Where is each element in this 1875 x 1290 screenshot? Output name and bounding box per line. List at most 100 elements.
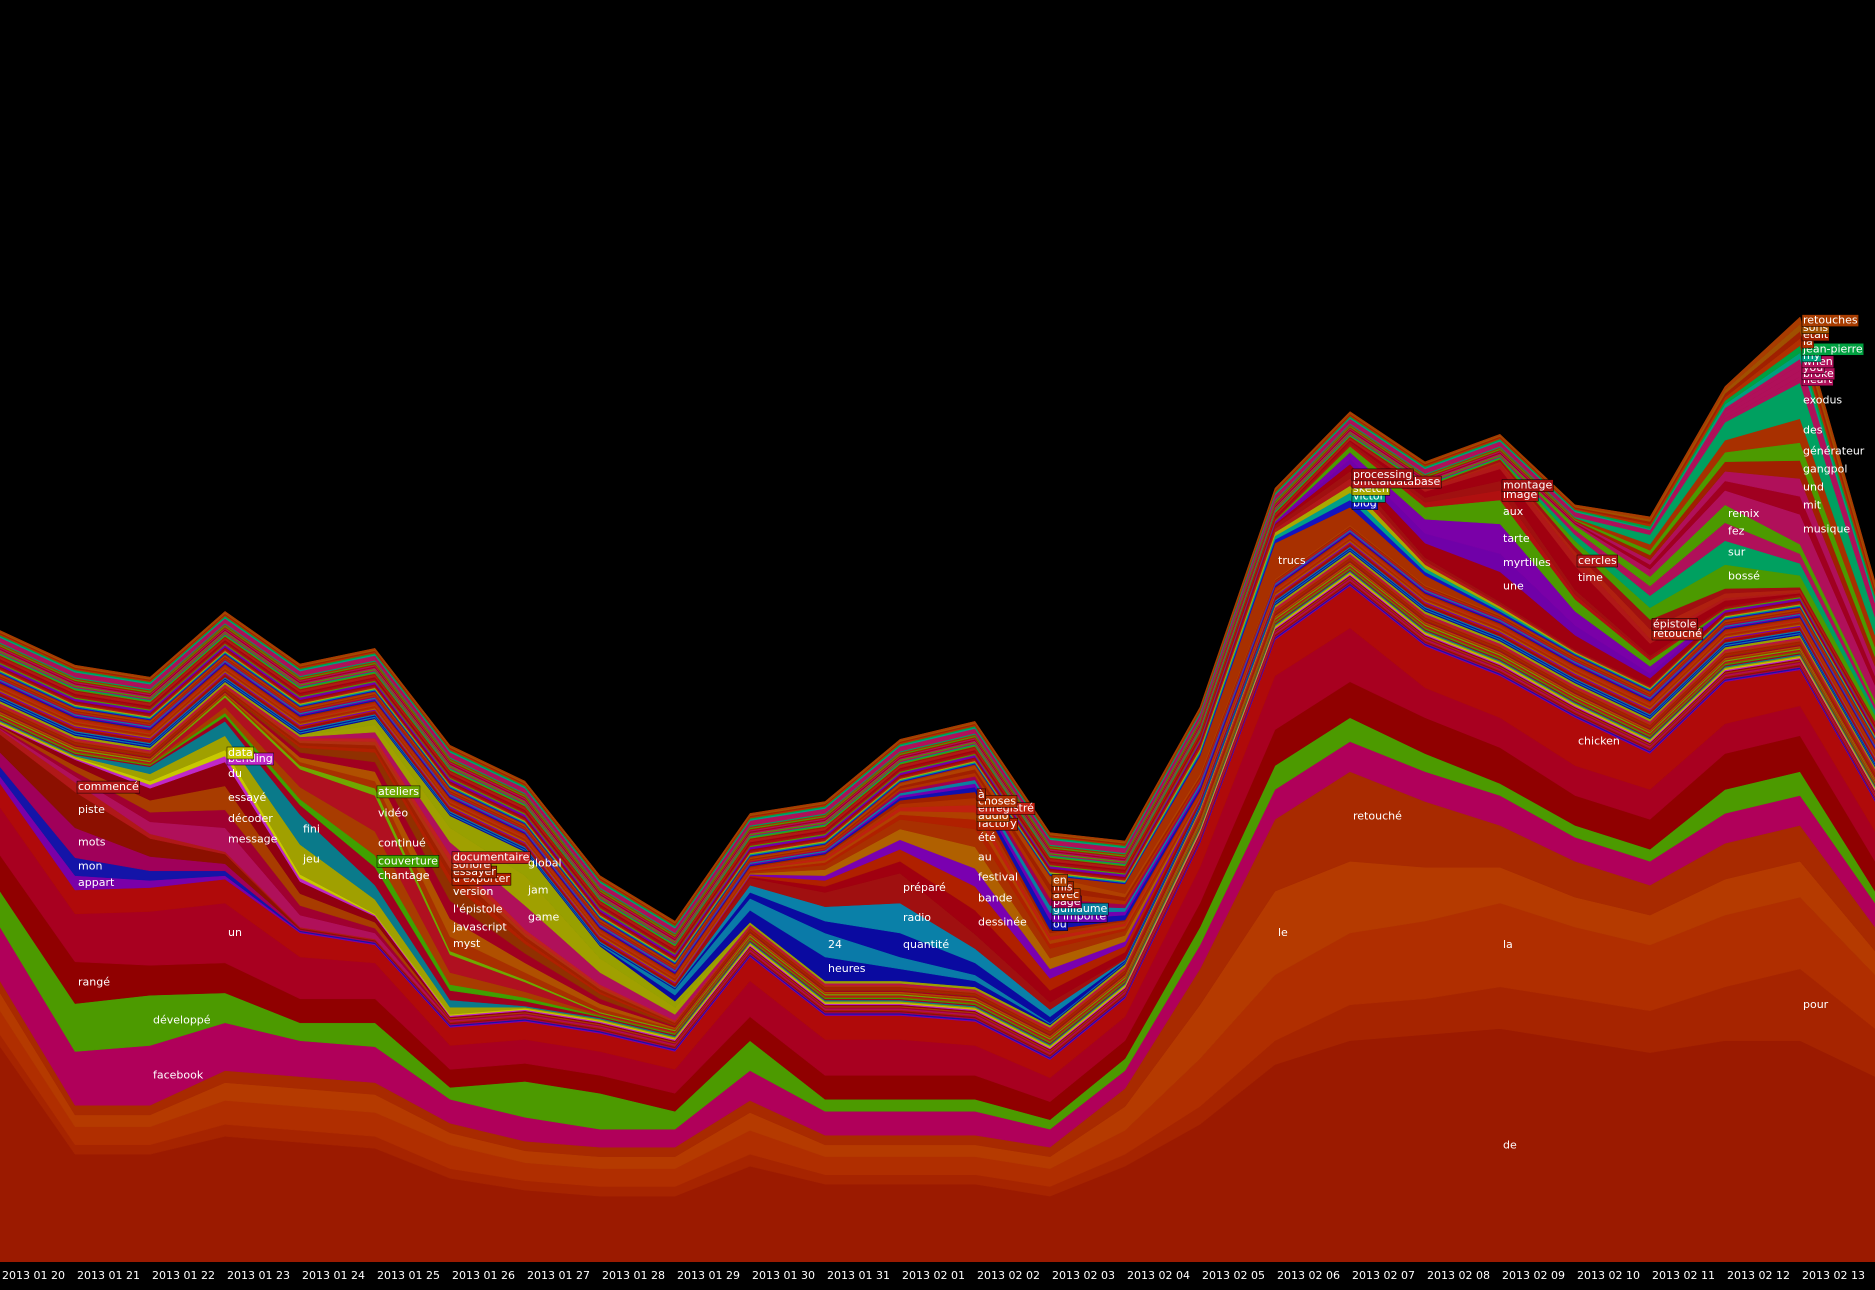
x-tick-label: 2013 01 26 bbox=[452, 1269, 515, 1282]
series-label: processing bbox=[1353, 468, 1412, 481]
label-background bbox=[1576, 554, 1618, 568]
x-tick-label: 2013 02 07 bbox=[1352, 1269, 1415, 1282]
series-label: été bbox=[978, 831, 996, 844]
series-label: gangpol bbox=[1803, 463, 1847, 476]
series-label: jeu bbox=[302, 852, 320, 865]
series-label: la bbox=[1503, 938, 1513, 951]
label-background bbox=[1351, 468, 1414, 482]
series-label: data bbox=[228, 746, 253, 759]
series-label: remix bbox=[1728, 507, 1760, 520]
series-label: jam bbox=[527, 884, 549, 897]
series-label: mit bbox=[1803, 498, 1822, 511]
series-label: radio bbox=[903, 911, 931, 924]
axis-band bbox=[0, 1262, 1875, 1290]
series-label: couverture bbox=[378, 854, 438, 867]
series-label: trucs bbox=[1278, 554, 1306, 567]
x-tick-label: 2013 01 31 bbox=[827, 1269, 890, 1282]
series-label: dessinée bbox=[978, 915, 1027, 928]
series-label: de bbox=[1503, 1138, 1517, 1151]
series-label: du bbox=[228, 767, 242, 780]
series-label: quantité bbox=[903, 938, 949, 951]
x-tick-label: 2013 01 30 bbox=[752, 1269, 815, 1282]
label-background bbox=[1651, 618, 1698, 631]
series-label: 24 bbox=[828, 938, 842, 951]
x-tick-label: 2013 01 20 bbox=[2, 1269, 65, 1282]
x-tick-label: 2013 02 04 bbox=[1127, 1269, 1190, 1282]
series-label: rangé bbox=[78, 976, 110, 989]
series-label: décoder bbox=[228, 812, 273, 825]
series-label: bossé bbox=[1728, 570, 1760, 583]
series-label: bande bbox=[978, 891, 1013, 904]
labels: de pour la le retouché facebook développé rangé… bbox=[76, 314, 1865, 1151]
series-label: appart bbox=[78, 876, 115, 889]
series-label: chantage bbox=[378, 869, 430, 882]
series-label: cercles bbox=[1578, 554, 1617, 567]
series-label: à bbox=[978, 788, 985, 801]
series-label: retouché bbox=[1353, 809, 1402, 822]
x-tick-label: 2013 02 13 bbox=[1802, 1269, 1865, 1282]
x-tick-label: 2013 02 09 bbox=[1502, 1269, 1565, 1282]
series-label: ateliers bbox=[378, 785, 419, 798]
series-label: myrtilles bbox=[1503, 556, 1551, 569]
series-label: chicken bbox=[1578, 735, 1620, 748]
series-label: und bbox=[1803, 480, 1824, 493]
areas bbox=[0, 316, 1875, 1263]
series-label: fez bbox=[1728, 525, 1745, 538]
x-tick-label: 2013 01 21 bbox=[77, 1269, 140, 1282]
series-label: time bbox=[1578, 571, 1603, 584]
series-label: game bbox=[528, 910, 559, 923]
series-label: facebook bbox=[153, 1068, 204, 1081]
series-label: essayé bbox=[228, 791, 266, 804]
series-label: myst bbox=[453, 937, 481, 950]
series-label: tarte bbox=[1503, 532, 1530, 545]
label-background bbox=[76, 780, 141, 794]
series-label: des bbox=[1803, 424, 1823, 437]
series-label: développé bbox=[153, 1013, 211, 1026]
x-tick-label: 2013 01 25 bbox=[377, 1269, 440, 1282]
series-label: musique bbox=[1803, 522, 1850, 535]
label-background bbox=[1051, 874, 1068, 887]
series-label: mots bbox=[78, 836, 106, 849]
series-label: javascript bbox=[452, 921, 507, 934]
series-label: une bbox=[1503, 580, 1524, 593]
label-background bbox=[226, 746, 255, 760]
series-label: version bbox=[453, 885, 493, 898]
x-tick-label: 2013 01 27 bbox=[527, 1269, 590, 1282]
x-tick-label: 2013 02 12 bbox=[1727, 1269, 1790, 1282]
series-label: au bbox=[978, 851, 992, 864]
series-label: vidéo bbox=[378, 806, 408, 819]
area bbox=[0, 316, 1875, 923]
series-label: préparé bbox=[903, 881, 946, 894]
label-background bbox=[1501, 479, 1554, 492]
series-label: piste bbox=[78, 803, 105, 816]
x-tick-label: 2013 02 03 bbox=[1052, 1269, 1115, 1282]
series-label: documentaire bbox=[453, 851, 530, 864]
series-label: épistole bbox=[1653, 617, 1697, 630]
x-tick-label: 2013 02 02 bbox=[977, 1269, 1040, 1282]
x-tick-label: 2013 01 28 bbox=[602, 1269, 665, 1282]
x-tick-label: 2013 02 06 bbox=[1277, 1269, 1340, 1282]
series-label: pour bbox=[1803, 998, 1829, 1011]
label-background bbox=[976, 788, 986, 802]
series-label: sur bbox=[1728, 546, 1746, 559]
x-tick-label: 2013 02 01 bbox=[902, 1269, 965, 1282]
series-label: message bbox=[228, 833, 278, 846]
series-label: en bbox=[1053, 873, 1067, 886]
x-tick-label: 2013 02 11 bbox=[1652, 1269, 1715, 1282]
label-background bbox=[1801, 314, 1859, 327]
x-tick-label: 2013 02 10 bbox=[1577, 1269, 1640, 1282]
series-label: montage bbox=[1503, 479, 1552, 492]
label-background bbox=[1801, 343, 1864, 356]
series-label: choses bbox=[978, 794, 1016, 807]
series-label: commencé bbox=[78, 780, 139, 793]
series-label: mon bbox=[78, 860, 102, 873]
series-label: l'épistole bbox=[453, 903, 503, 916]
x-tick-label: 2013 01 29 bbox=[677, 1269, 740, 1282]
series-label: global bbox=[528, 857, 562, 870]
label-background bbox=[976, 795, 1018, 808]
x-tick-label: 2013 01 22 bbox=[152, 1269, 215, 1282]
x-tick-label: 2013 01 24 bbox=[302, 1269, 365, 1282]
series-label: le bbox=[1278, 926, 1288, 939]
